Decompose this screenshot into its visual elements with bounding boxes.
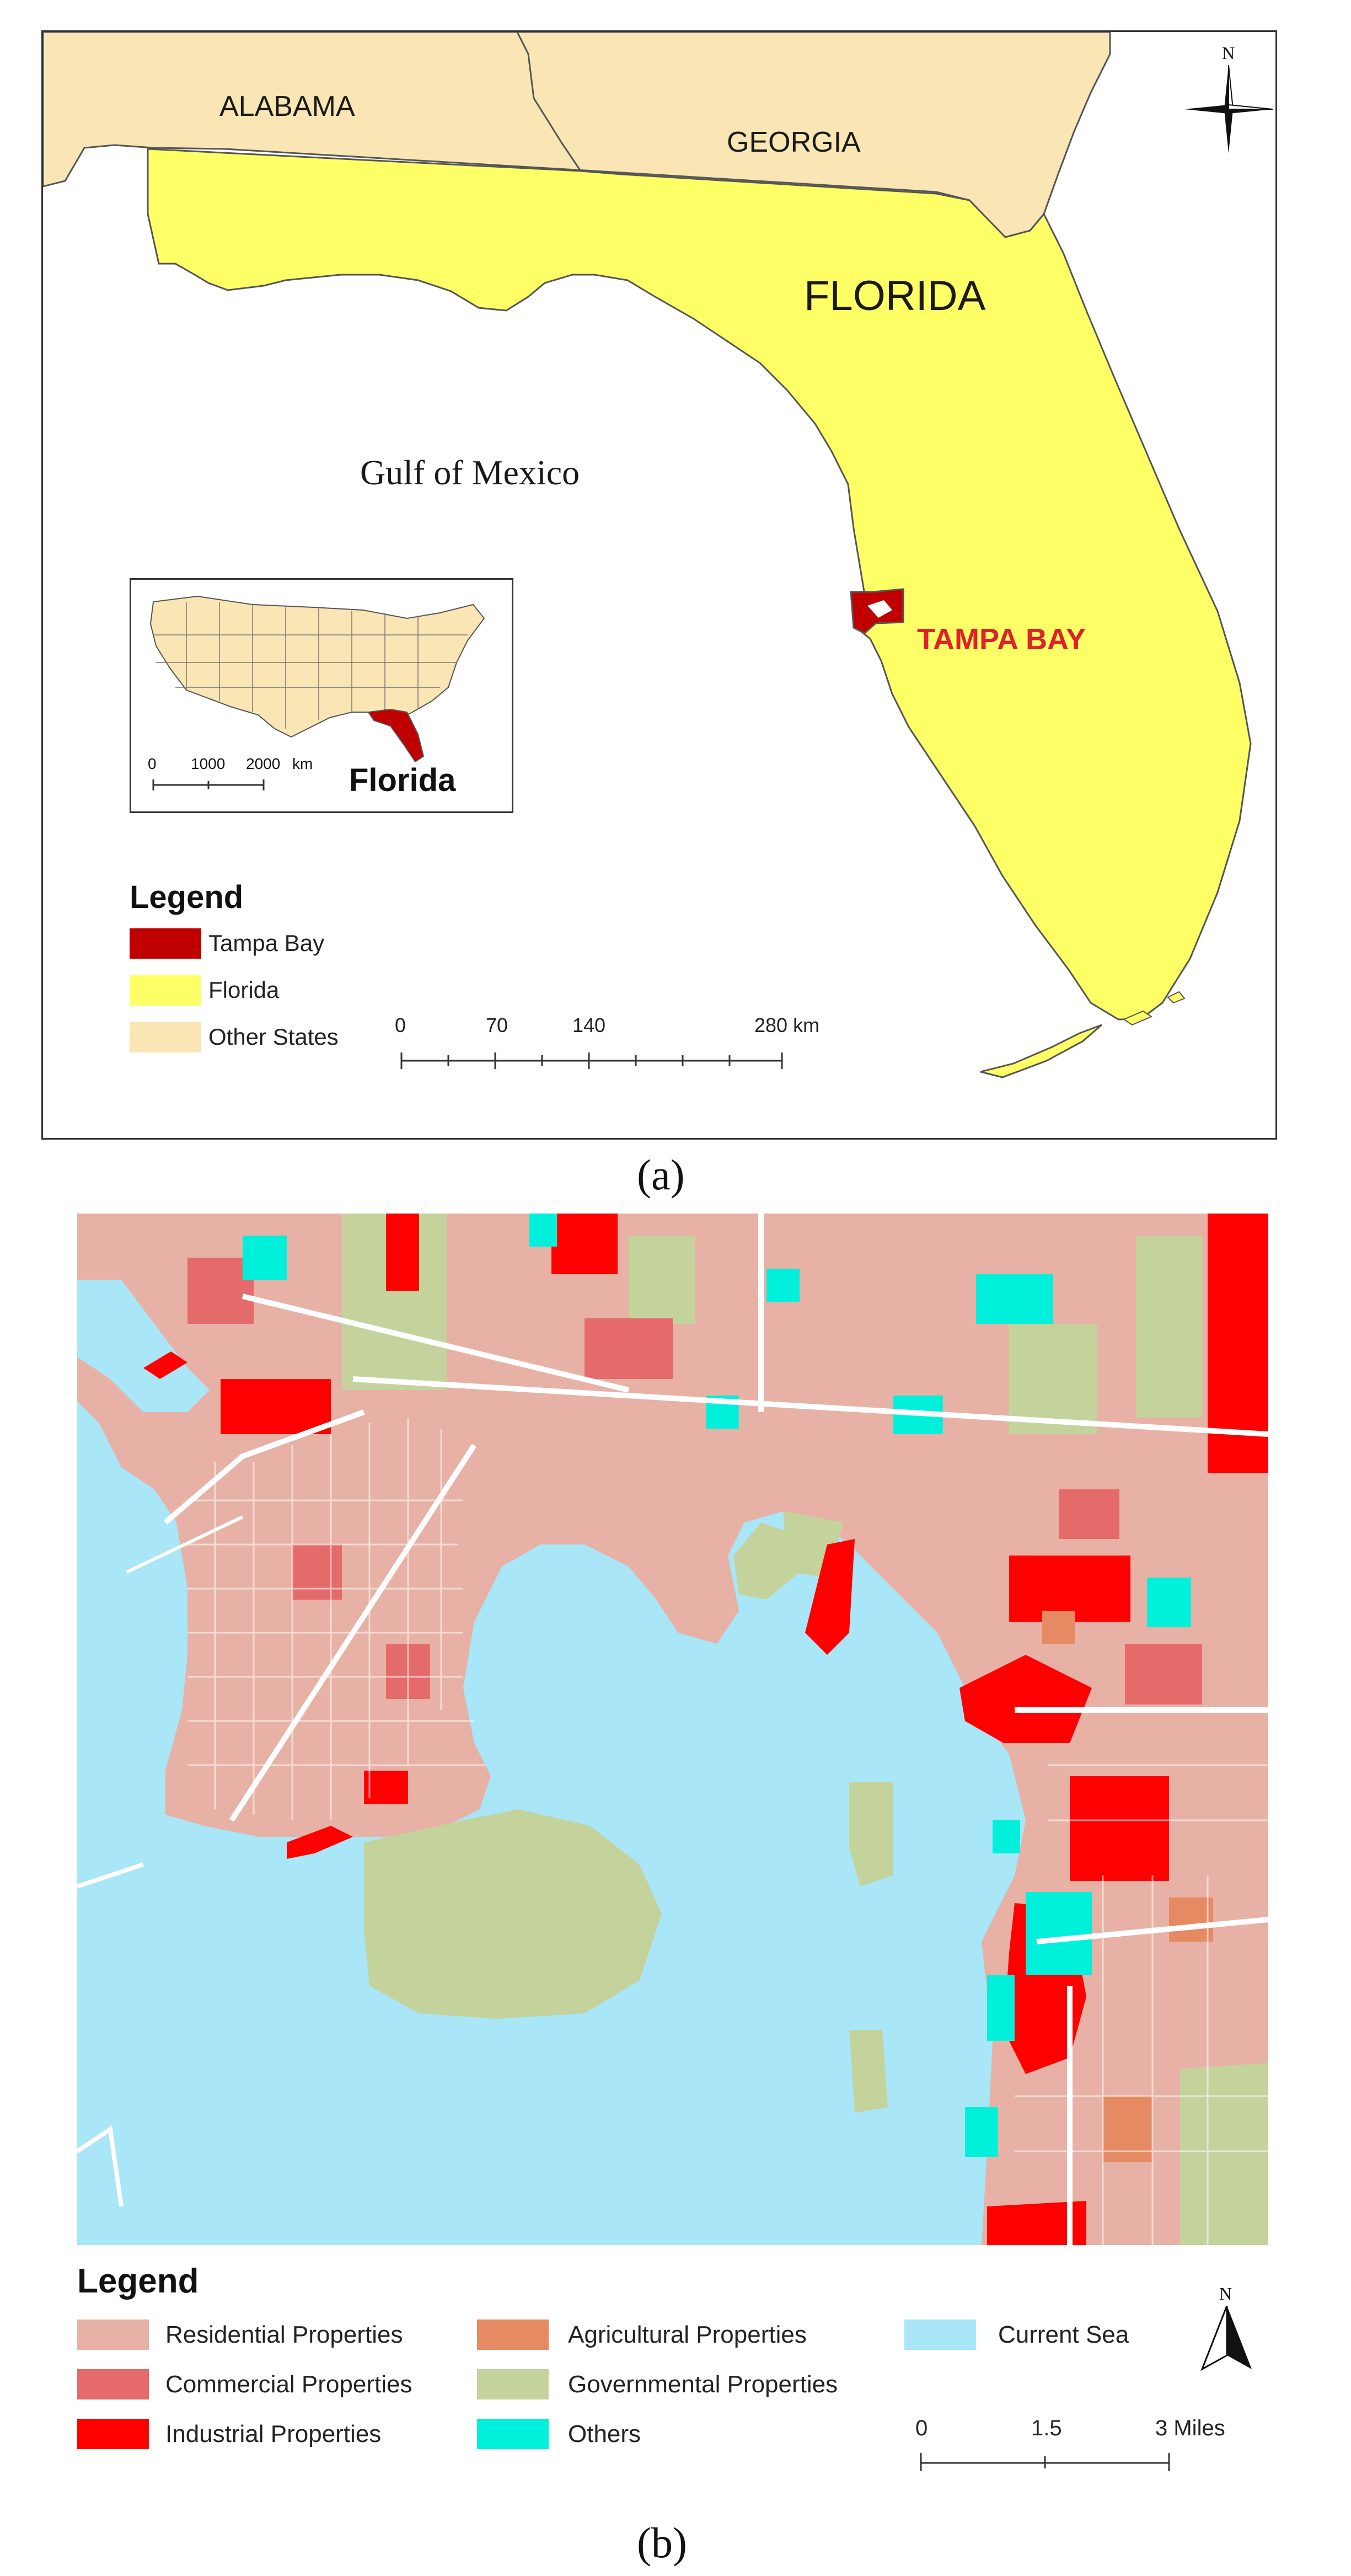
legend-b-title: Legend <box>77 2262 199 2300</box>
caption-a-text: (a) <box>637 1151 685 1199</box>
scale-b-tick-1-5: 1.5 <box>1031 2416 1062 2440</box>
alabama-label: ALABAMA <box>219 90 355 122</box>
panel-a: ALABAMA GEORGIA FLORIDA Gulf of Mexico T… <box>41 30 1277 1140</box>
florida-label: FLORIDA <box>804 272 986 319</box>
florida-overview-map <box>43 32 1252 1078</box>
street-grid <box>187 1418 1268 2245</box>
legend-b-swatch-agricultural <box>477 2320 549 2350</box>
inset-scale-tick-1000: 1000 <box>191 755 226 772</box>
alabama-georgia-border <box>516 32 582 172</box>
florida-keys <box>980 1024 1102 1078</box>
scale-a-tick-0: 0 <box>395 1014 406 1036</box>
caption-a: (a) <box>637 1150 685 1200</box>
legend-b-label-agricultural: Agricultural Properties <box>568 2321 807 2348</box>
caption-b: (b) <box>637 2518 687 2568</box>
north-arrow-icon <box>1200 2306 1252 2371</box>
panel-b <box>77 1214 1268 2245</box>
georgia-label: GEORGIA <box>727 126 861 158</box>
scale-a-tick-70: 70 <box>486 1014 508 1036</box>
caption-b-text: (b) <box>637 2519 687 2567</box>
legend-b-label-commercial: Commercial Properties <box>165 2371 412 2398</box>
scale-a-tick-140: 140 <box>572 1014 606 1036</box>
inset-florida-highlight <box>367 708 425 763</box>
legend-b-label-others: Others <box>568 2420 641 2447</box>
tampa-bay-label: TAMPA BAY <box>917 623 1086 656</box>
legend-b-swatch-industrial <box>77 2419 149 2449</box>
legend-a-swatch-florida <box>130 975 201 1006</box>
inset-florida-label: Florida <box>349 762 456 798</box>
scale-a-tick-280: 280 km <box>754 1014 820 1036</box>
legend-b-label-sea: Current Sea <box>998 2321 1129 2348</box>
legend-b-label-residential: Residential Properties <box>165 2321 403 2348</box>
scale-b-tick-3: 3 Miles <box>1155 2416 1225 2440</box>
legend-b-label-governmental: Governmental Properties <box>568 2371 838 2398</box>
land-north <box>77 1214 1268 2245</box>
legend-a-swatch-tampa <box>130 928 201 959</box>
inset-scale-tick-0: 0 <box>148 755 157 772</box>
florida-shape <box>147 148 1252 1020</box>
governmental-peninsula <box>364 1809 662 2019</box>
tampa-land-use-map <box>77 1214 1268 2245</box>
compass-north-label: N <box>1222 43 1235 63</box>
scale-b-tick-0: 0 <box>915 2416 928 2440</box>
industrial-port <box>959 1655 1092 1743</box>
compass-rose-a: N <box>1184 43 1273 153</box>
legend-a-title: Legend <box>130 879 244 915</box>
scale-bar-a <box>400 1052 783 1069</box>
usa-outline <box>149 595 485 790</box>
inset-scale-unit: km <box>292 755 313 772</box>
gulf-of-mexico-label: Gulf of Mexico <box>360 453 580 492</box>
compass-b-north-label: N <box>1219 2284 1232 2304</box>
inset-scale-tick-2000: 2000 <box>246 755 281 772</box>
inset-usa-map: 0 1000 2000 km Florida <box>130 578 513 813</box>
legend-b-swatch-sea <box>904 2320 976 2350</box>
compass-icon <box>1184 65 1273 153</box>
old-tampa-bay <box>77 1280 210 1412</box>
legend-a-swatch-other <box>130 1022 201 1052</box>
legend-b-label-industrial: Industrial Properties <box>165 2420 382 2447</box>
compass-b: N <box>1199 2284 1254 2372</box>
legend-a-label-tampa: Tampa Bay <box>208 930 325 956</box>
legend-b-swatch-governmental <box>477 2369 549 2399</box>
legend-a-label-florida: Florida <box>208 977 280 1003</box>
legend-b-swatch-commercial <box>77 2369 149 2399</box>
legend-a-label-other: Other States <box>208 1024 339 1050</box>
legend-b-swatch-residential <box>77 2320 149 2350</box>
legend-b-swatch-others <box>477 2419 549 2449</box>
scale-bar-b <box>920 2453 1170 2471</box>
davis-islands <box>733 1522 800 1600</box>
